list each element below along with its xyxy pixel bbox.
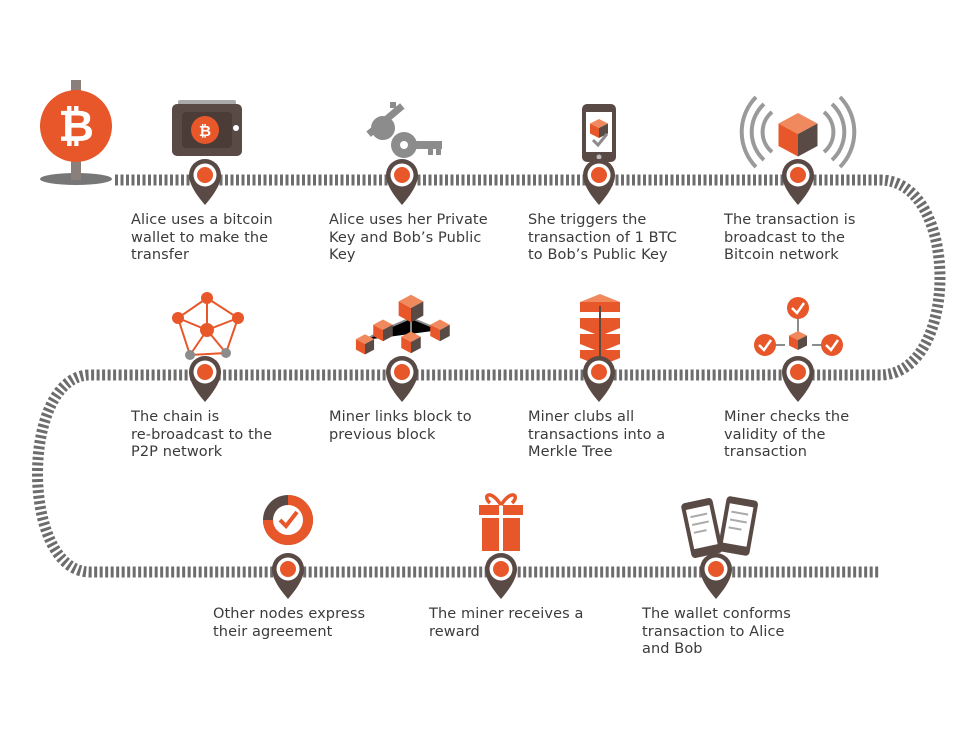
step-marker [386,159,418,205]
step-label-line: The wallet conforms [642,606,791,622]
phones-icon [681,496,758,558]
step-marker [782,159,814,205]
step-label-line: Key [329,247,356,263]
gift-icon [479,493,523,551]
step-label-line: transfer [131,247,190,263]
step-label: Alice uses a bitcoin wallet to make the … [131,212,273,265]
step-label-line: Alice uses a bitcoin [131,212,273,228]
step-label-line: Key and Bob’s Public [329,229,482,246]
step-label-line: transaction of 1 BTC [528,229,678,246]
step-label-line: transaction to Alice [642,623,785,640]
bitcoin-signpost-icon: ₿ [40,80,112,185]
step-label-line: transaction [724,444,808,460]
step-label: Other nodes express their agreement [213,606,365,641]
step-marker [272,553,304,599]
step-marker [583,356,615,402]
step-label-line: wallet to make the [131,229,269,246]
step-label-line: and Bob [642,641,703,657]
step-label: The wallet conforms transaction to Alice… [642,606,791,659]
step-label-line: Other nodes express [213,606,366,622]
step-label-line: Miner clubs all [528,409,635,425]
keys-icon [366,102,442,158]
step-marker [583,159,615,205]
step-label-line: The chain is [131,409,220,425]
step-label-line: broadcast to the [724,229,846,246]
step-marker [189,356,221,402]
merkle-tree-icon [580,294,620,366]
p2p-network-icon [172,292,244,360]
step-label-line: Bitcoin network [724,247,839,263]
step-label: The miner receives a reward [429,606,583,641]
step-label-line: reward [429,623,480,640]
svg-text:₿: ₿ [199,122,211,140]
step-marker [700,553,732,599]
step-label: The transaction is broadcast to the Bitc… [724,212,855,265]
wallet-icon: ₿ [172,100,242,156]
step-label-line: previous block [329,426,436,443]
block-chain-icon [355,294,450,355]
step-label: The chain is re-broadcast to the P2P net… [131,409,272,462]
step-label: Miner clubs all transactions into a Merk… [528,409,665,462]
broadcast-icon [739,95,857,169]
step-label-line: Merkle Tree [528,444,613,460]
step-marker [189,159,221,205]
step-label-line: transactions into a [528,426,666,443]
step-label-line: their agreement [213,623,333,640]
step-label-line: She triggers the [528,212,647,228]
step-label: Alice uses her Private Key and Bob’s Pub… [329,212,488,265]
step-label: She triggers the transaction of 1 BTC to… [528,212,677,265]
step-label-line: re-broadcast to the [131,426,273,443]
svg-text:₿: ₿ [58,101,94,152]
dotted-track [32,174,946,578]
step-marker [485,553,517,599]
validation-icon [754,297,843,356]
step-marker [782,356,814,402]
step-label-line: Miner checks the [724,409,850,425]
step-label: Miner links block to previous block [329,409,472,444]
step-label-line: Miner links block to [329,409,472,425]
step-label-line: validity of the [724,426,826,443]
step-marker [386,356,418,402]
agreement-check-icon [263,495,313,545]
step-label-line: The transaction is [724,212,856,228]
step-label: Miner checks the validity of the transac… [724,409,849,462]
step-label-line: P2P network [131,444,223,460]
step-label-line: Alice uses her Private [329,212,488,228]
phone-icon [582,104,616,162]
step-label-line: to Bob’s Public Key [528,247,668,263]
step-label-line: The miner receives a [429,606,584,622]
